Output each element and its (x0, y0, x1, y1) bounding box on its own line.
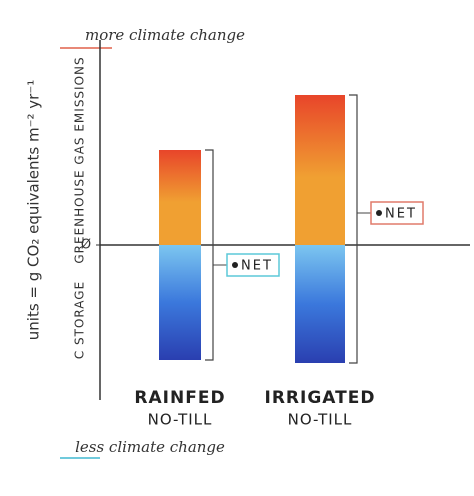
x-tick-sublabel: NO-TILL (148, 411, 213, 429)
net-marker (232, 262, 238, 268)
brace (349, 94, 358, 364)
series-label: C STORAGE (73, 281, 87, 359)
x-tick-label: IRRIGATED (265, 388, 376, 408)
y-axis-label: units = g CO₂ equivalents m⁻² yr⁻¹ (25, 80, 43, 340)
x-tick-sublabel: NO-TILL (288, 411, 353, 429)
net-label: NET (241, 259, 273, 274)
net-marker (376, 210, 382, 216)
bar (159, 150, 201, 245)
top-note: more climate change (85, 26, 245, 44)
bottom-note: less climate change (75, 438, 225, 456)
brace (205, 149, 214, 361)
net-label: NET (385, 207, 417, 222)
bar (295, 245, 345, 363)
y-tick-label: Ø (81, 238, 91, 253)
series-label: GREENHOUSE GAS EMISSIONS (73, 56, 87, 263)
bar (159, 245, 201, 360)
net-box (370, 201, 424, 225)
x-tick-label: RAINFED (134, 388, 225, 408)
bar (295, 95, 345, 245)
net-box (226, 253, 280, 277)
